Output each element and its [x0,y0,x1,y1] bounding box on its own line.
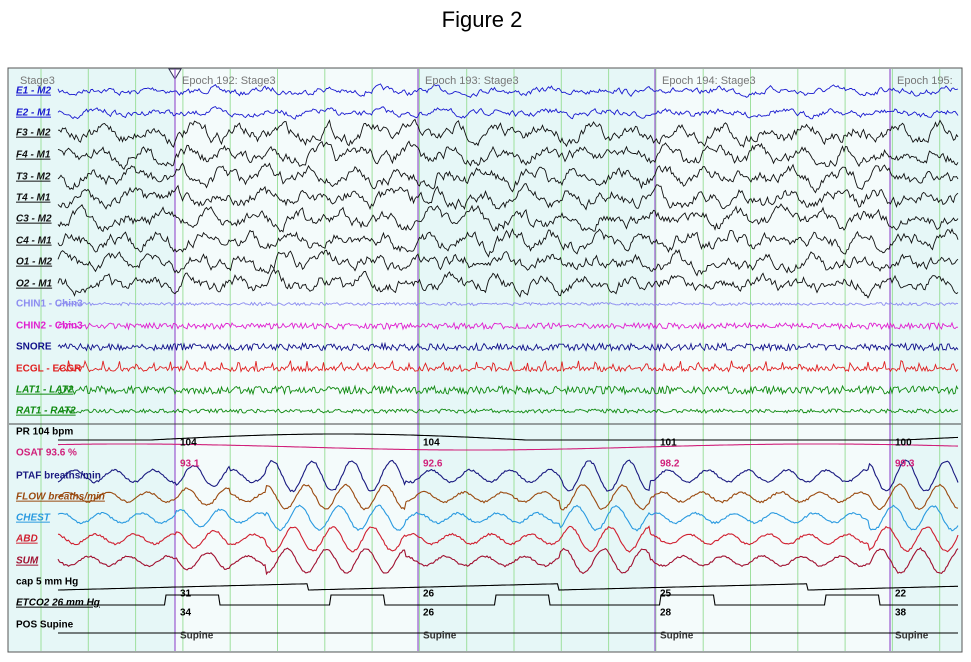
marker-etco2: 26 [423,608,435,619]
channel-label: T3 - M2 [16,172,51,183]
trace [58,443,958,451]
channel-label: cap 5 mm Hg [16,577,78,588]
channel-label: F4 - M1 [16,150,51,161]
marker-osat: 92.6 [423,459,443,470]
channel-label: ETCO2 26 mm Hg [16,598,100,609]
channel-label: C3 - M2 [16,214,52,225]
epoch-label: Epoch 195: [897,75,953,87]
trace [57,483,959,511]
marker-cap: 22 [895,589,907,600]
trace [57,384,959,396]
epoch-label: Epoch 194: Stage3 [662,75,756,87]
marker-pr: 101 [660,438,677,449]
marker-cap: 26 [423,589,435,600]
marker-etco2: 28 [660,608,672,619]
trace [58,594,958,606]
marker-pr: 100 [895,438,912,449]
epoch-band [655,69,890,651]
marker-osat: 98.2 [660,459,680,470]
trace [57,228,959,258]
trace [57,525,959,553]
channel-label: ABD [15,534,38,545]
channel-label: CHIN1 - Chin3 [16,299,83,310]
channel-label: SUM [16,556,39,567]
channel-label: CHIN2 - Chin3 [16,321,83,332]
marker-cap: 25 [660,589,672,600]
trace [57,321,958,331]
figure-title: Figure 2 [442,7,523,32]
channel-label: CHEST [16,513,51,524]
trace [57,459,959,493]
channel-label: ECGL - ECGR [16,364,82,375]
marker-pr: 104 [423,438,440,449]
trace [58,583,958,591]
trace [57,182,959,211]
channel-label: FLOW breaths/min [16,492,105,503]
marker-pos: Supine [660,631,694,642]
trace [57,140,959,170]
channel-label: F3 - M2 [16,128,51,139]
channel-label: E1 - M2 [16,86,51,97]
channel-label: OSAT 93.6 % [16,448,77,459]
channel-label: SNORE [16,342,52,353]
trace [57,268,959,299]
channel-label: E2 - M1 [16,108,51,119]
marker-cap: 31 [180,589,192,600]
marker-osat: 99.3 [895,459,915,470]
marker-etco2: 34 [180,608,192,619]
trace [57,341,959,353]
marker-osat: 93.1 [180,459,200,470]
stage-label: Stage3 [20,75,55,87]
epoch-band [175,69,418,651]
trace [58,118,959,148]
marker-pos: Supine [423,631,457,642]
epoch-label: Epoch 193: Stage3 [425,75,519,87]
trace [57,547,959,576]
channel-label: RAT1 - RAT2 [16,406,76,417]
marker-pr: 104 [180,438,197,449]
trace [58,433,959,441]
trace [57,504,959,532]
marker-etco2: 38 [895,608,907,619]
marker-pos: Supine [180,631,214,642]
channel-label: PR 104 bpm [16,427,73,438]
trace [57,83,959,98]
epoch-label: Epoch 192: Stage3 [182,75,276,87]
channel-label: C4 - M1 [16,236,52,247]
channel-label: POS Supine [16,620,74,631]
trace [57,203,959,233]
channel-label: PTAF breaths/min [16,471,101,482]
trace [57,248,959,277]
channel-label: LAT1 - LAT2 [16,385,74,396]
trace [57,359,959,373]
trace [57,301,959,307]
trace [57,106,959,120]
marker-pos: Supine [895,631,929,642]
channel-label: T4 - M1 [16,193,51,204]
channel-label: O1 - M2 [16,257,53,268]
channel-label: O2 - M1 [16,279,53,290]
trace [57,162,959,194]
trace [57,407,959,414]
